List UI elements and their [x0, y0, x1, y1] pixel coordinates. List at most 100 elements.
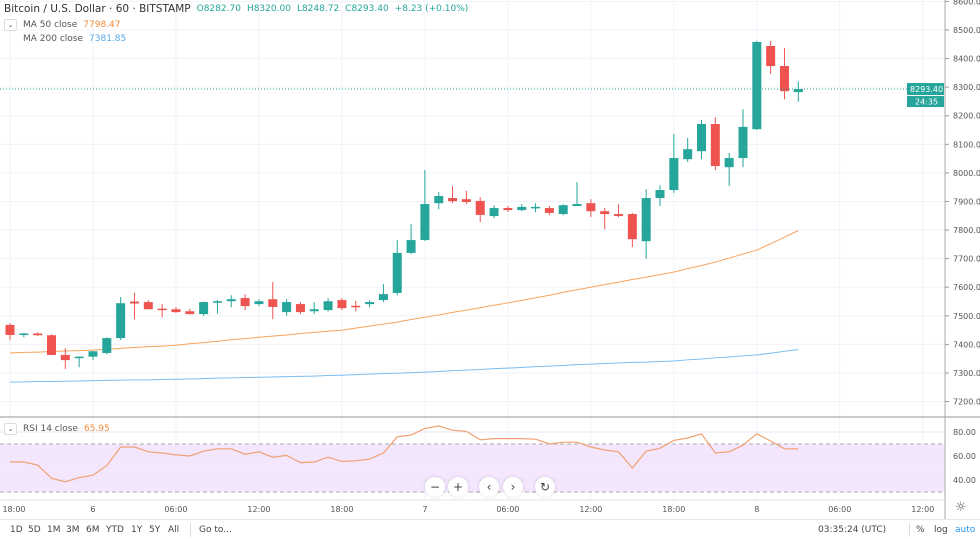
rsi-band	[0, 444, 945, 492]
ohlc-high: H8320.00	[246, 4, 291, 14]
reset-button[interactable]: ↻	[535, 477, 555, 497]
candle-body	[738, 126, 748, 159]
range-5d[interactable]: 5D	[28, 525, 41, 535]
goto-button[interactable]: Go to...	[199, 525, 232, 535]
candle-down	[779, 48, 789, 100]
range-1y[interactable]: 1Y	[131, 525, 143, 535]
candle-body	[171, 309, 181, 313]
candle-down	[448, 186, 458, 204]
candle-body	[378, 294, 388, 301]
candle-body	[143, 302, 153, 310]
candle-up	[793, 81, 803, 102]
range-5y[interactable]: 5Y	[149, 525, 161, 535]
range-6m[interactable]: 6M	[86, 525, 100, 535]
candle-down	[544, 206, 554, 216]
range-all[interactable]: All	[168, 525, 180, 535]
candle-up	[309, 302, 319, 315]
candle-down	[461, 190, 471, 205]
price-tick-label: 8100.00	[953, 140, 980, 149]
candle-body	[240, 298, 250, 307]
candle-body	[572, 204, 582, 207]
auto-toggle[interactable]: auto	[955, 525, 976, 535]
time-tick-label: 12:00	[911, 505, 934, 514]
candle-body	[88, 351, 98, 357]
candle-body	[503, 208, 513, 211]
range-1m[interactable]: 1M	[47, 525, 61, 535]
candle-body	[614, 214, 624, 217]
price-tick-label: 7300.00	[953, 369, 980, 378]
utc-clock[interactable]: 03:35:24 (UTC)	[818, 525, 887, 535]
range-1d[interactable]: 1D	[10, 525, 23, 535]
candle-down	[503, 206, 513, 213]
ohlc-low: L8248.72	[296, 4, 340, 14]
candle-body	[600, 211, 610, 215]
price-tick-label: 7800.00	[953, 226, 980, 235]
price-tick-label: 7700.00	[953, 255, 980, 264]
ohlc-close: C8293.40	[345, 4, 389, 14]
candle-body	[295, 304, 305, 313]
chevron-left-icon: ‹	[486, 480, 492, 494]
candle-up	[655, 185, 665, 207]
log-toggle[interactable]: log	[934, 525, 948, 535]
time-tick-label: 8	[754, 505, 759, 514]
price-tick-label: 8200.00	[953, 112, 980, 121]
candle-body	[60, 354, 70, 361]
candle-body	[752, 42, 762, 130]
candle-down	[295, 302, 305, 315]
candle-body	[116, 303, 126, 339]
candle-down	[5, 322, 15, 341]
candle-body	[268, 299, 278, 307]
candle-body	[5, 324, 15, 335]
scroll-left-button[interactable]: ‹	[479, 477, 499, 497]
candle-down	[766, 40, 776, 75]
ohlc-open: O8282.70	[196, 4, 241, 14]
zoom-out-button[interactable]: −	[425, 477, 445, 497]
candle-body	[531, 206, 541, 209]
price-chart[interactable]: 7200.00 7300.00 7400.00 7500.00 7600.00 7700.…	[0, 0, 980, 519]
candle-up	[199, 301, 209, 316]
candle-body	[710, 124, 720, 167]
collapse-chevron-icon[interactable]: ⌄	[4, 19, 17, 31]
candle-down	[60, 348, 70, 369]
scroll-right-button[interactable]: ›	[503, 477, 523, 497]
candle-up	[641, 189, 651, 259]
candle-body	[46, 335, 56, 355]
range-3m[interactable]: 3M	[66, 525, 80, 535]
candle-body	[517, 206, 527, 211]
candle-up	[102, 337, 112, 355]
candle-up	[254, 299, 264, 307]
candle-body	[392, 252, 402, 293]
percent-toggle[interactable]: %	[916, 525, 925, 535]
candle-up	[738, 109, 748, 168]
candle-body	[461, 199, 471, 203]
candle-up	[116, 296, 126, 341]
candle-body	[420, 204, 430, 241]
candle-down	[157, 304, 167, 318]
candle-up	[365, 300, 375, 308]
last-price-label-bg	[907, 83, 944, 96]
candle-down	[171, 307, 181, 313]
candle-body	[641, 198, 651, 242]
candle-body	[669, 158, 679, 191]
symbol-title: Bitcoin / U.S. Dollar · 60 · BITSTAMP	[4, 3, 191, 15]
collapse-chevron-icon[interactable]: ⌄	[4, 423, 17, 435]
candle-body	[323, 301, 333, 311]
candle-body	[434, 196, 444, 204]
rsi-legend: ⌄ RSI 14 close 65.95	[4, 423, 110, 435]
rsi-label: RSI 14 close	[23, 424, 78, 434]
candle-body	[448, 198, 458, 202]
settings-gear-icon[interactable]: ☼	[955, 500, 967, 515]
symbol-legend: Bitcoin / U.S. Dollar · 60 · BITSTAMP O8…	[4, 3, 468, 15]
price-tick-label: 8300.00	[953, 83, 980, 92]
ma50-legend: ⌄ MA 50 close 7798.47	[4, 19, 121, 31]
candle-body	[33, 333, 43, 336]
candle-up	[74, 356, 84, 368]
range-ytd[interactable]: YTD	[106, 525, 124, 535]
candle-body	[309, 309, 319, 312]
candle-up	[392, 240, 402, 296]
candle-up	[572, 182, 582, 207]
candle-body	[129, 301, 139, 304]
time-tick-label: 6	[90, 505, 95, 514]
candle-up	[226, 295, 236, 308]
zoom-in-button[interactable]: +	[448, 477, 468, 497]
